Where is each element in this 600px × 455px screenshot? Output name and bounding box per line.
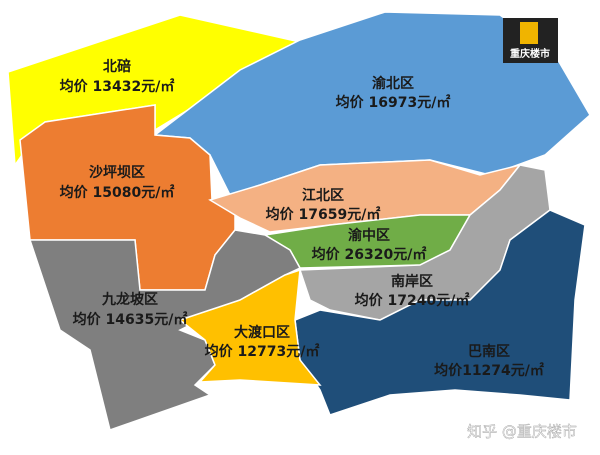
region-name: 江北区	[302, 187, 344, 204]
region-name: 南岸区	[391, 273, 433, 290]
logo-icon	[520, 22, 538, 44]
region-yubei	[153, 11, 591, 196]
region-name: 沙坪坝区	[89, 165, 145, 181]
region-price: 均价 13432元/㎡	[60, 78, 175, 95]
region-name: 巴南区	[468, 343, 510, 360]
region-price: 均价 17659元/㎡	[266, 206, 381, 223]
region-price: 均价 14635元/㎡	[73, 311, 188, 328]
region-price: 均价 15080元/㎡	[60, 184, 175, 201]
region-name: 大渡口区	[234, 324, 290, 341]
region-name: 北碚	[103, 58, 131, 75]
region-name: 渝中区	[348, 227, 390, 244]
region-price: 均价 26320元/㎡	[312, 246, 427, 263]
region-name: 九龙坡区	[101, 291, 158, 308]
region-name: 渝北区	[372, 75, 414, 92]
region-dadukou	[178, 268, 322, 386]
region-price: 均价 12773元/㎡	[205, 343, 320, 360]
watermark: 知乎 @重庆楼市	[467, 423, 577, 441]
region-price: 均价 17240元/㎡	[355, 292, 470, 309]
logo: 重庆楼市	[510, 47, 550, 60]
region-price: 均价 16973元/㎡	[336, 94, 451, 111]
region-price: 均价11274元/㎡	[434, 362, 544, 379]
